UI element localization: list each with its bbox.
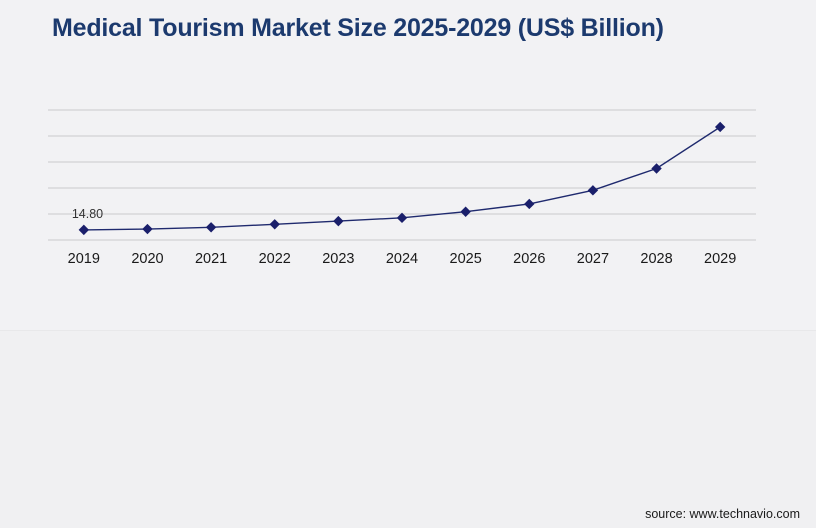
svg-text:2024: 2024 (386, 251, 418, 267)
svg-text:2028: 2028 (640, 251, 672, 267)
source-attribution: source: www.technavio.com (645, 507, 800, 521)
svg-text:2022: 2022 (259, 251, 291, 267)
page-title: Medical Tourism Market Size 2025-2029 (U… (52, 14, 664, 42)
svg-text:2029: 2029 (704, 251, 736, 267)
chart-svg: 2019 2020 2021 2022 2023 2024 2025 2026 2027 2028… (48, 109, 756, 267)
svg-text:2020: 2020 (131, 251, 163, 267)
svg-text:2026: 2026 (513, 251, 545, 267)
stats-panel: 27.5% 2025 Year-over-Year 36.6% CAGR 202… (0, 330, 816, 528)
svg-text:2021: 2021 (195, 251, 227, 267)
chart-markers (78, 121, 726, 236)
line-chart: 2019 2020 2021 2022 2023 2024 2025 2026 2027 2028… (0, 88, 816, 288)
chart-x-axis-labels: 2019 2020 2021 2022 2023 2024 2025 2026 2027 2028… (68, 251, 737, 267)
svg-text:2025: 2025 (450, 251, 482, 267)
svg-text:2027: 2027 (577, 251, 609, 267)
svg-text:2023: 2023 (322, 251, 354, 267)
svg-text:2019: 2019 (68, 251, 100, 267)
chart-point-labels: 14.80 (72, 207, 103, 221)
svg-text:14.80: 14.80 (72, 207, 103, 221)
